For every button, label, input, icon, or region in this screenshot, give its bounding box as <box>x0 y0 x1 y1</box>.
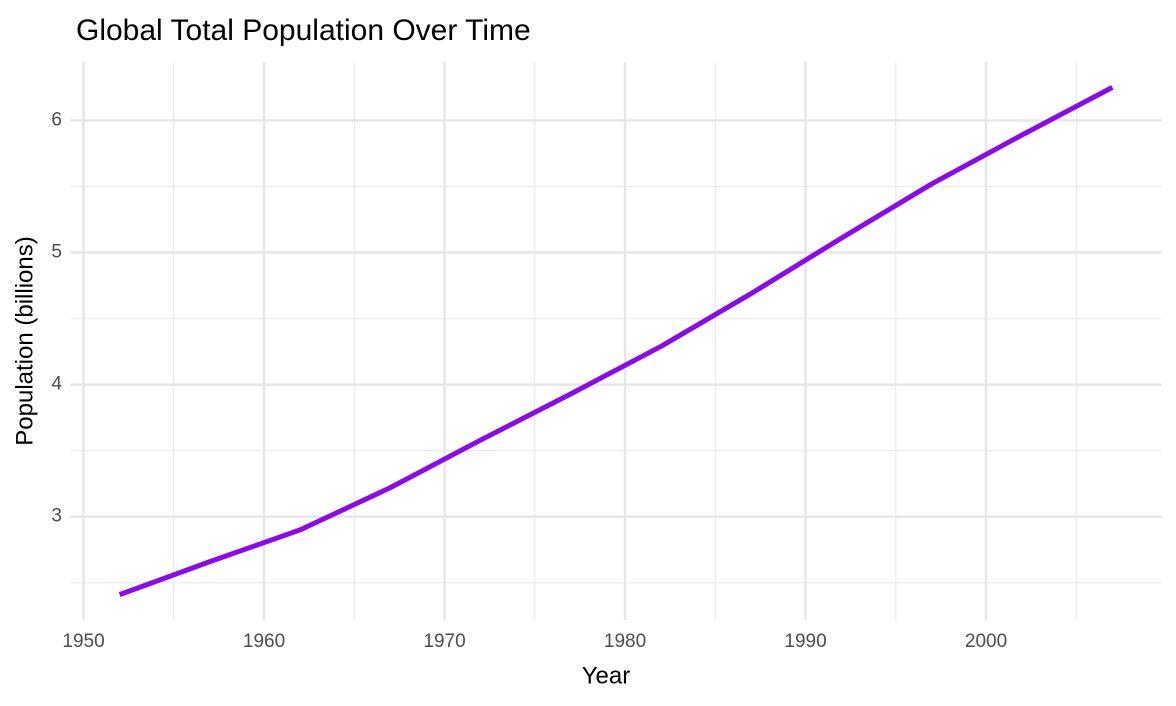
x-tick-label: 2000 <box>965 631 1007 652</box>
x-tick-label: 1970 <box>423 631 465 652</box>
data-line <box>118 85 1114 597</box>
chart-title: Global Total Population Over Time <box>76 14 531 47</box>
x-axis-title: Year <box>582 662 631 689</box>
x-tick-label: 1960 <box>243 631 285 652</box>
x-tick-label: 1980 <box>604 631 646 652</box>
y-tick-label: 4 <box>51 374 62 395</box>
y-axis-title: Population (billions) <box>11 236 38 445</box>
y-tick-label: 3 <box>51 506 62 527</box>
y-tick-label: 6 <box>51 109 62 130</box>
y-tick-label: 5 <box>51 242 62 263</box>
x-tick-label: 1990 <box>784 631 826 652</box>
x-tick-label: 1950 <box>62 631 104 652</box>
